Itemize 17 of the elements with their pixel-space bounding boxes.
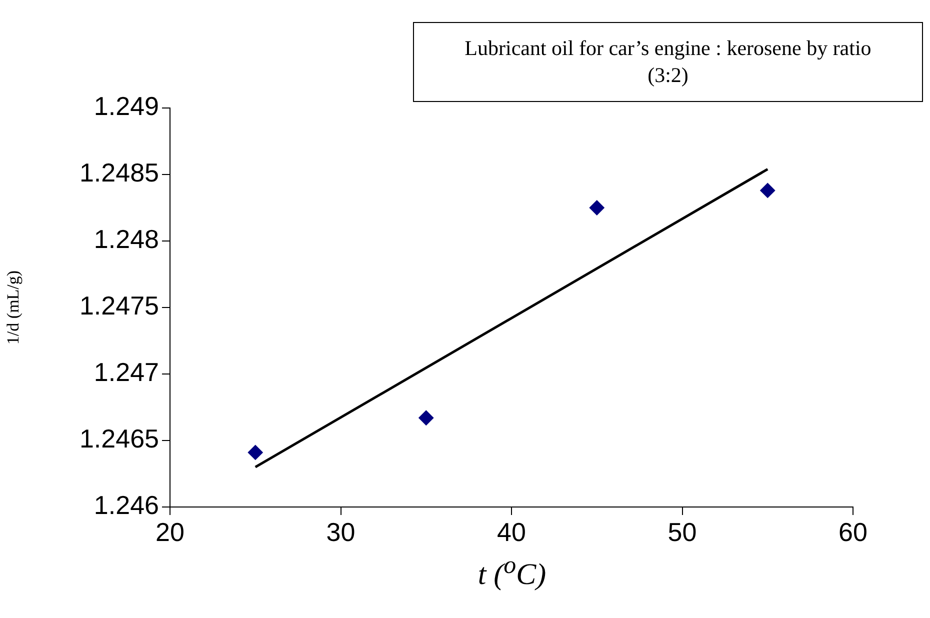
x-tick-label: 60 [838, 516, 868, 547]
y-axis-title: 1/d (mL/g) [4, 270, 23, 345]
y-tick-label: 1.247 [94, 357, 159, 388]
y-tick-label: 1.249 [94, 91, 159, 122]
y-tick-label: 1.2475 [79, 290, 159, 321]
point [418, 410, 434, 426]
x-axis-title: t ($^{o}$C) [476, 552, 548, 592]
point [760, 182, 776, 198]
point [589, 200, 604, 216]
x-tick-label: 50 [668, 516, 697, 547]
chart-title: Lubricant oil for car’s engine : kerosene by ratio (3:2) [413, 22, 923, 102]
y-tick-label: 1.2485 [79, 158, 159, 188]
x-tick-label: 40 [497, 516, 526, 547]
y-tick-label: 1.248 [94, 224, 159, 254]
y-tick-label: 1.2465 [79, 424, 159, 454]
point [248, 444, 263, 460]
x-tick-label: 30 [326, 516, 356, 547]
